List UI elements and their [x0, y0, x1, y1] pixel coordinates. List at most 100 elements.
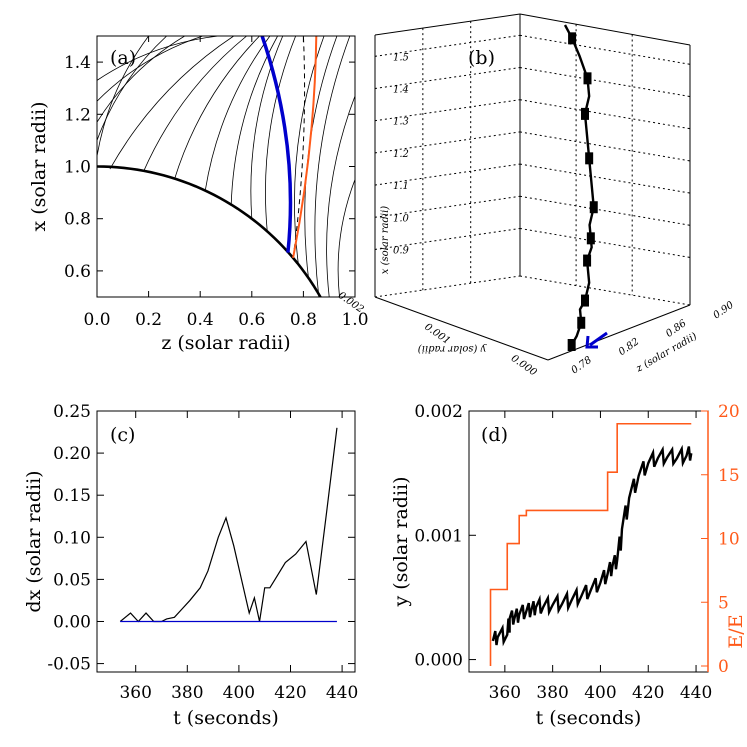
- field-line: [250, 36, 284, 219]
- solar-limb: [97, 165, 322, 297]
- blue-field-line: [260, 36, 293, 253]
- box-edge: [374, 13, 521, 36]
- y-tick-label: 0.6: [64, 262, 91, 282]
- x-tick-label: 0.6: [238, 310, 265, 330]
- y-tick-label: 0.05: [53, 570, 91, 590]
- panel-label: (d): [481, 424, 508, 446]
- black-series-line: [119, 427, 338, 623]
- track-segment: [581, 294, 589, 307]
- x-tick-label: 380: [536, 683, 568, 703]
- z-axis-label: x (solar radii): [380, 206, 391, 275]
- track-segment: [589, 201, 598, 214]
- y2-tick-label: 10: [718, 530, 740, 550]
- y-tick-label: 0.25: [53, 402, 91, 422]
- x-tick-label: 420: [274, 683, 306, 703]
- x-tick-label: 1.1: [393, 181, 409, 192]
- x-tick-label: 1.0: [341, 310, 368, 330]
- box-grid: [519, 163, 691, 194]
- track-segment: [577, 316, 586, 329]
- y-tick-label: 0.10: [53, 528, 91, 548]
- z-tick-label: 0.78: [569, 355, 594, 377]
- dashed-field-line: [292, 36, 306, 258]
- y-tick-label: 1.2: [64, 105, 91, 125]
- y2-tick-label: 5: [718, 593, 729, 613]
- box-grid: [519, 99, 691, 130]
- x-tick-label: 440: [680, 683, 712, 703]
- y-tick-label: 0.00: [53, 612, 91, 632]
- y-axis-label: x (solar radii): [28, 101, 50, 231]
- field-line: [97, 36, 185, 123]
- x-tick-label: 1.4: [393, 85, 409, 96]
- y2-tick-label: 15: [718, 466, 740, 486]
- x-axis-label: z (solar radii): [161, 332, 290, 354]
- z-tick-label: 0.90: [711, 299, 736, 321]
- field-line: [304, 36, 338, 279]
- x-axis-label: t (seconds): [173, 707, 279, 729]
- y-tick-label: 0.20: [53, 444, 91, 464]
- x-tick-label: 1.3: [393, 117, 409, 128]
- panel-label: (b): [468, 47, 495, 69]
- field-line: [97, 36, 219, 81]
- x-tick-label: 380: [171, 683, 203, 703]
- x-tick-label: 0.8: [290, 310, 317, 330]
- y2-tick-label: 20: [718, 402, 740, 422]
- x-tick-label: 0.4: [187, 310, 214, 330]
- x-axis-label: z (solar radii): [634, 331, 699, 375]
- orange-field-line: [292, 36, 318, 259]
- y2-axis-label: E/E: [725, 614, 747, 648]
- x-tick-label: 420: [632, 683, 664, 703]
- field-line: [143, 36, 247, 172]
- x-tick-label: 400: [584, 683, 616, 703]
- box-grid: [519, 34, 691, 65]
- field-line: [97, 36, 149, 157]
- track-segment: [583, 254, 592, 267]
- track-segment: [568, 32, 577, 45]
- arrow-head: [585, 335, 598, 349]
- panel-label: (a): [110, 47, 136, 69]
- y-axis-label: y (solar radii): [390, 476, 412, 607]
- y-tick-label: 0.8: [64, 210, 91, 230]
- y-tick-label: 0.000: [509, 353, 539, 379]
- y-tick-label: 0.000: [414, 651, 463, 671]
- black-series-line: [491, 444, 693, 647]
- track-segment: [567, 339, 576, 351]
- box-grid: [374, 275, 521, 298]
- panel-label: (c): [110, 424, 135, 446]
- orange-series-line: [489, 422, 692, 666]
- box-grid: [519, 275, 691, 306]
- arrow-shaft: [589, 331, 608, 347]
- field-line: [204, 36, 271, 191]
- y-axis-label: y (solar radii): [418, 343, 488, 354]
- box-grid: [519, 131, 691, 162]
- field-line: [337, 179, 355, 297]
- box-grid: [519, 195, 691, 226]
- field-line: [174, 36, 260, 180]
- x-tick-label: 0.9: [393, 245, 410, 256]
- field-line: [109, 36, 234, 170]
- box-edge: [374, 296, 549, 361]
- x-axis-label: t (seconds): [536, 707, 642, 729]
- y-tick-label: 0.001: [414, 526, 463, 546]
- y-tick-label: 1.0: [64, 158, 91, 178]
- field-line: [265, 36, 297, 232]
- y-tick-label: 1.4: [64, 53, 91, 73]
- x-tick-label: 1.2: [393, 149, 409, 160]
- y-axis-label: dx (solar radii): [23, 470, 45, 612]
- y-tick-label: 0.002: [414, 402, 463, 422]
- y-tick-label: -0.05: [47, 655, 91, 675]
- track-segment: [583, 72, 592, 85]
- x-tick-label: 1.5: [393, 52, 409, 63]
- box-grid: [519, 227, 691, 258]
- x-tick-label: 360: [489, 683, 521, 703]
- x-tick-label: 1.0: [393, 213, 410, 224]
- panel-a-plot: [97, 36, 355, 297]
- box-edge: [519, 13, 691, 46]
- z-tick-label: 0.82: [617, 336, 642, 358]
- x-tick-label: 400: [223, 683, 255, 703]
- box-grid: [519, 67, 691, 98]
- track-segment: [586, 232, 595, 245]
- x-tick-label: 0.0: [83, 310, 110, 330]
- panel-c-frame: [96, 410, 356, 673]
- y-tick-label: 0.15: [53, 486, 91, 506]
